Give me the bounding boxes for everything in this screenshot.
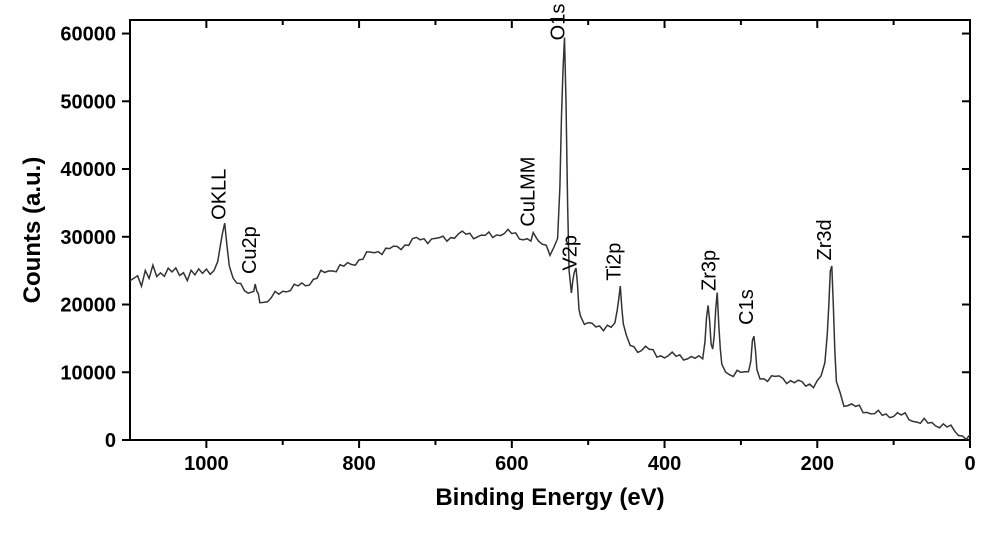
x-tick-label: 200 <box>801 453 834 475</box>
x-tick-label: 600 <box>495 453 528 475</box>
peak-label: OKLL <box>208 169 230 220</box>
peak-label: Ti2p <box>603 243 625 281</box>
y-tick-label: 10000 <box>60 362 116 384</box>
y-tick-label: 40000 <box>60 159 116 181</box>
x-tick-label: 1000 <box>184 453 229 475</box>
x-tick-label: 800 <box>342 453 375 475</box>
y-axis-label: Counts (a.u.) <box>19 157 46 304</box>
peak-label: CuLMM <box>518 157 540 227</box>
peak-label: O1s <box>548 4 570 41</box>
y-tick-label: 30000 <box>60 227 116 249</box>
peak-label: C1s <box>736 289 758 325</box>
peak-label: Zr3p <box>699 250 721 291</box>
peak-label: V2p <box>560 235 582 271</box>
xps-spectrum-chart: 0200400600800100001000020000300004000050… <box>0 0 1000 540</box>
x-axis-label: Binding Energy (eV) <box>435 484 664 511</box>
y-tick-label: 20000 <box>60 295 116 317</box>
chart-svg: 0200400600800100001000020000300004000050… <box>0 0 1000 540</box>
peak-label: Cu2p <box>239 226 261 274</box>
peak-label: Zr3d <box>814 219 836 260</box>
y-tick-label: 60000 <box>60 24 116 46</box>
y-tick-label: 0 <box>105 430 116 452</box>
y-tick-label: 50000 <box>60 91 116 113</box>
x-tick-label: 0 <box>964 453 975 475</box>
x-tick-label: 400 <box>648 453 681 475</box>
